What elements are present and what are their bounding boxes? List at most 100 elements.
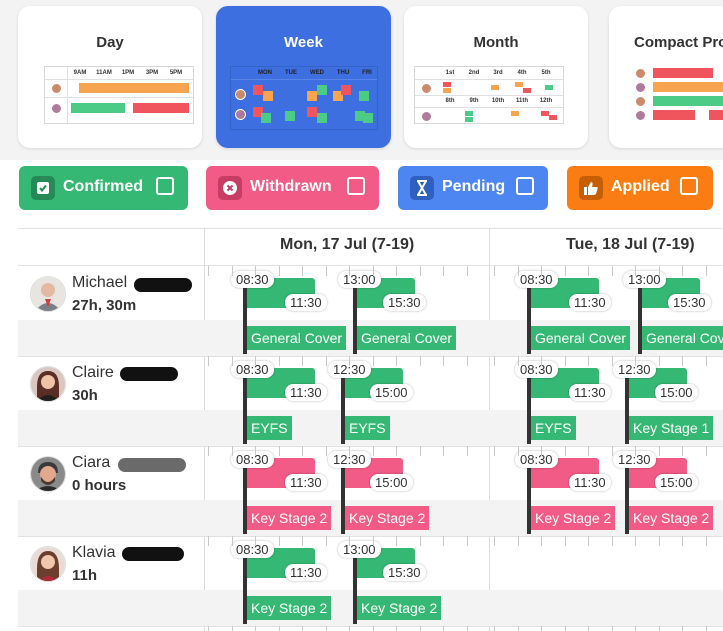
thumb-date-label: 9th — [469, 98, 479, 104]
hour-tick — [325, 626, 327, 631]
thumb-time-label: 9AM — [73, 70, 87, 76]
hour-tick — [231, 446, 233, 456]
shift-end-time: 15:00 — [655, 474, 698, 491]
thumb-avatar — [51, 83, 62, 94]
confirmed-label: Confirmed — [63, 178, 143, 195]
hour-tick — [588, 536, 589, 546]
hour-tick — [396, 356, 397, 366]
shift-label[interactable]: Key Stage 2 — [247, 506, 332, 530]
hour-tick — [278, 536, 280, 546]
hour-tick — [231, 356, 233, 366]
hour-tick — [635, 536, 636, 546]
confirmed-filter-button[interactable]: Confirmed — [19, 166, 188, 210]
hour-tick — [658, 356, 660, 366]
applied-checkbox[interactable] — [680, 177, 698, 195]
hour-tick — [419, 356, 421, 366]
avatar[interactable] — [30, 366, 66, 402]
view-week-label: Week — [284, 34, 323, 51]
thumb-date-label: 11th — [515, 98, 528, 104]
week-view-thumbnail: MON TUE WED THU FRI — [230, 66, 378, 130]
shift-start-time: 08:30 — [515, 451, 558, 468]
hour-tick — [255, 626, 256, 631]
pending-filter-button[interactable]: Pending — [398, 166, 548, 210]
hour-tick — [278, 356, 280, 366]
shift-label[interactable]: Key Stage 2 — [357, 596, 442, 620]
day-header-tue: Tue, 18 Jul (7-19) — [566, 236, 695, 253]
hour-tick — [278, 626, 280, 631]
shift-label[interactable]: General Cover — [357, 326, 457, 350]
avatar[interactable] — [30, 546, 66, 582]
hour-tick — [231, 536, 233, 546]
hour-tick — [705, 626, 707, 631]
hour-tick — [517, 446, 519, 456]
hour-tick — [372, 626, 374, 631]
view-compact-card[interactable]: Compact Pro — [609, 6, 723, 148]
shift-label[interactable]: EYFS — [531, 416, 576, 440]
avatar[interactable] — [30, 276, 66, 312]
month-view-thumbnail: 1st 2nd 3rd 4th 5th 8th 9th 10th 11th 12… — [414, 66, 564, 124]
hour-tick — [396, 626, 397, 631]
avatar[interactable] — [30, 456, 66, 492]
hour-tick — [208, 626, 209, 631]
hour-tick — [658, 446, 660, 456]
hour-tick — [564, 536, 566, 546]
applied-filter-button[interactable]: Applied — [567, 166, 713, 210]
hour-tick — [443, 536, 444, 546]
hour-tick — [564, 266, 566, 276]
shift-label[interactable]: Key Stage 2 — [247, 596, 332, 620]
hour-tick — [325, 446, 327, 456]
hour-tick — [517, 626, 519, 631]
pending-checkbox[interactable] — [516, 177, 534, 195]
shift-label[interactable]: Key Stage 2 — [345, 506, 430, 530]
hour-tick — [494, 536, 495, 546]
shift-label[interactable]: Key Stage 2 — [629, 506, 714, 530]
hour-tick — [443, 446, 444, 456]
confirmed-checkbox[interactable] — [156, 177, 174, 195]
shift-end-time: 11:30 — [569, 384, 611, 401]
hour-tick — [466, 266, 468, 276]
shift-label[interactable]: Key Stage 2 — [531, 506, 616, 530]
person-name: Ciara — [72, 454, 111, 471]
day-view-thumbnail: 9AM 11AM 1PM 3PM 5PM — [44, 66, 194, 124]
hour-tick — [494, 626, 495, 631]
shift-label[interactable]: General Cover — [247, 326, 347, 350]
shift-end-time: 15:30 — [383, 294, 426, 311]
view-week-card[interactable]: Week MON TUE WED THU FRI — [216, 6, 391, 148]
hour-tick — [658, 536, 660, 546]
hour-tick — [588, 356, 589, 366]
hour-tick — [517, 266, 519, 276]
hour-tick — [278, 266, 280, 276]
thumb-bar — [79, 83, 189, 93]
view-compact-label: Compact Pro — [634, 34, 723, 51]
hour-tick — [588, 626, 589, 631]
hour-tick — [682, 356, 683, 366]
view-month-card[interactable]: Month 1st 2nd 3rd 4th 5th 8th 9th 10th 1… — [404, 6, 588, 148]
hour-tick — [705, 536, 707, 546]
thumb-bar — [133, 103, 189, 113]
hour-tick — [517, 536, 519, 546]
shift-label[interactable]: EYFS — [345, 416, 390, 440]
hour-tick — [325, 536, 327, 546]
hour-tick — [302, 356, 303, 366]
shift-start-time: 08:30 — [515, 361, 558, 378]
hour-tick — [658, 266, 660, 276]
withdrawn-filter-button[interactable]: Withdrawn — [206, 166, 379, 210]
pending-label: Pending — [442, 178, 506, 195]
thumb-date-label: 5th — [541, 70, 551, 76]
thumb-date-label: 4th — [517, 70, 527, 76]
shift-label[interactable]: Key Stage 1 — [629, 416, 714, 440]
person-hours: 30h — [72, 387, 98, 404]
shift-label[interactable]: EYFS — [247, 416, 292, 440]
withdrawn-checkbox[interactable] — [347, 177, 365, 195]
hour-tick — [564, 626, 566, 631]
hour-tick — [349, 266, 350, 276]
hour-tick — [208, 446, 209, 456]
hour-tick — [588, 266, 589, 276]
shift-label[interactable]: General Cover — [642, 326, 723, 350]
hour-tick — [635, 266, 636, 276]
hour-tick — [325, 356, 327, 366]
withdrawn-label: Withdrawn — [250, 178, 332, 195]
view-day-card[interactable]: Day 9AM 11AM 1PM 3PM 5PM — [18, 6, 202, 148]
hour-tick — [658, 626, 660, 631]
shift-label[interactable]: General Cover — [531, 326, 631, 350]
